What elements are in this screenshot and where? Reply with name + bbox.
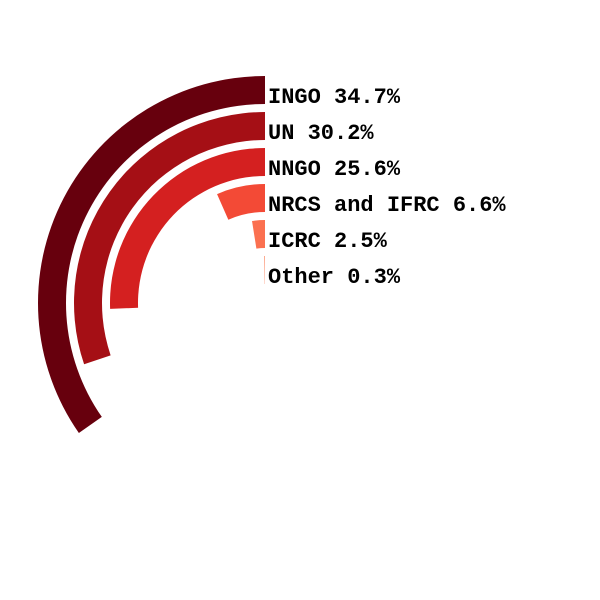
arc-bar-5 xyxy=(264,256,265,285)
arc-label-2: NNGO 25.6% xyxy=(268,157,401,182)
arc-bar-4 xyxy=(252,220,265,249)
arcs-layer xyxy=(38,76,266,433)
arc-bar-0 xyxy=(38,76,266,433)
arc-label-3: NRCS and IFRC 6.6% xyxy=(268,193,506,218)
arc-bar-3 xyxy=(217,184,265,220)
labels-layer: INGO 34.7% UN 30.2% NNGO 25.6% NRCS and IFR… xyxy=(268,85,506,290)
arc-label-4: ICRC 2.5% xyxy=(268,229,388,254)
arc-label-1: UN 30.2% xyxy=(268,121,374,146)
arc-label-0: INGO 34.7% xyxy=(268,85,401,110)
arc-bar-2 xyxy=(110,148,265,309)
arc-bar-1 xyxy=(74,112,266,365)
arc-label-5: Other 0.3% xyxy=(268,265,401,290)
